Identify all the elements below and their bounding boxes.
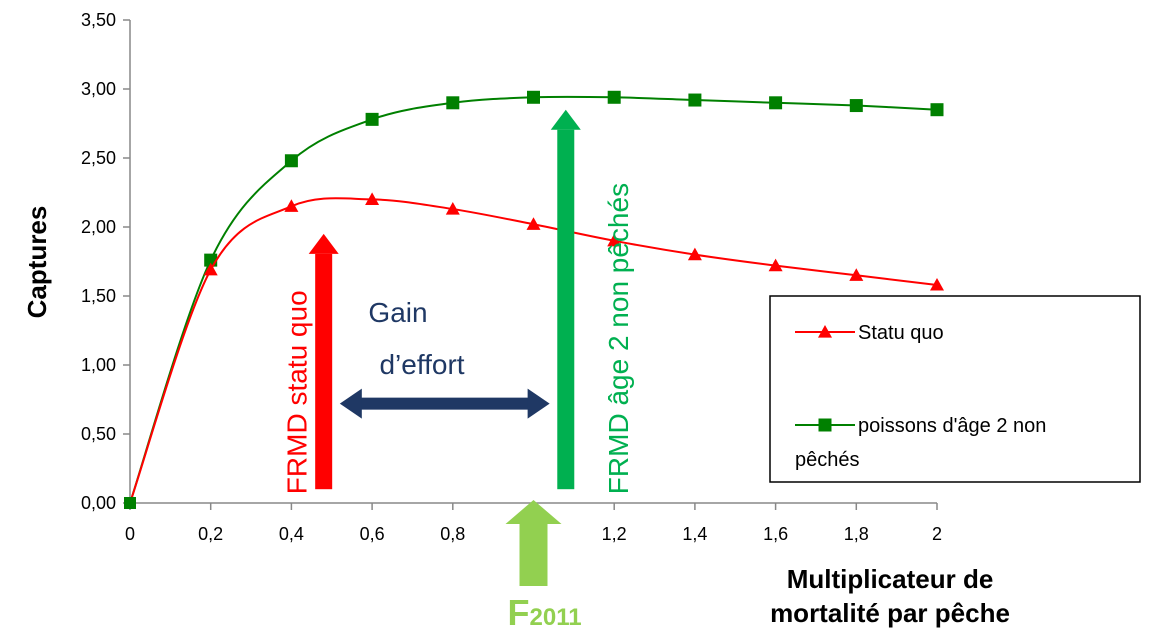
arrow-head-right bbox=[527, 388, 550, 419]
data-point bbox=[768, 258, 783, 272]
series-layer bbox=[124, 90, 944, 509]
data-point bbox=[203, 262, 218, 276]
f2011-arrow bbox=[505, 500, 562, 586]
data-point bbox=[446, 96, 460, 110]
arrow-head bbox=[505, 500, 562, 524]
frmd-statu-quo-arrow bbox=[308, 233, 339, 490]
arrow-head bbox=[308, 233, 339, 254]
legend-label-poissons-line: pêchés bbox=[795, 449, 860, 471]
data-point bbox=[607, 233, 622, 247]
data-point bbox=[124, 497, 136, 509]
legend-label-poissons-line: poissons d'âge 2 non bbox=[858, 415, 1046, 437]
data-point bbox=[688, 93, 702, 107]
data-point bbox=[687, 247, 702, 261]
arrow-head bbox=[550, 109, 581, 130]
frmd-age2-arrow bbox=[550, 109, 581, 490]
gain-effort-label-line: Gain bbox=[368, 297, 427, 328]
x-tick-label: 1,6 bbox=[763, 524, 788, 544]
frmd-age2-label: FRMD âge 2 non pêchés bbox=[603, 183, 634, 494]
x-tick-label: 1,4 bbox=[682, 524, 707, 544]
data-point bbox=[284, 154, 298, 168]
data-point bbox=[284, 199, 299, 212]
y-tick-label: 0,00 bbox=[81, 493, 116, 513]
gain-effort-arrow bbox=[339, 388, 550, 419]
y-tick-label: 1,00 bbox=[81, 355, 116, 375]
data-point bbox=[849, 99, 863, 113]
data-point bbox=[445, 202, 460, 215]
y-tick-label: 2,50 bbox=[81, 148, 116, 168]
legend-label-statu-quo: Statu quo bbox=[858, 322, 944, 344]
legend-marker-statu-quo bbox=[818, 325, 832, 338]
x-tick-label: 0 bbox=[125, 524, 135, 544]
arrow-shaft bbox=[557, 129, 575, 490]
arrow-head-left bbox=[339, 388, 362, 419]
y-tick-label: 3,00 bbox=[81, 79, 116, 99]
x-tick-label: 1,8 bbox=[844, 524, 869, 544]
axes: 0,00 0,50 1,00 1,50 2,00 2,50 3,00 3,50 0 0,2 0,4 0… bbox=[22, 10, 1010, 628]
x-tick-label: 0,8 bbox=[440, 524, 465, 544]
legend-box bbox=[769, 295, 1141, 483]
x-axis-title-line: mortalité par pêche bbox=[770, 598, 1010, 628]
y-tick-label: 3,50 bbox=[81, 10, 116, 30]
x-tick-label: 0,6 bbox=[360, 524, 385, 544]
x-tick-label: 2 bbox=[932, 524, 942, 544]
data-point bbox=[526, 217, 541, 230]
y-tick-label: 0,50 bbox=[81, 424, 116, 444]
x-axis-title-line: Multiplicateur de bbox=[787, 564, 994, 594]
y-axis-title: Captures bbox=[22, 206, 52, 319]
arrow-shaft bbox=[315, 253, 333, 490]
gain-effort-label-line: d’effort bbox=[379, 349, 464, 380]
x-tick-label: 0,4 bbox=[279, 524, 304, 544]
arrow-shaft bbox=[519, 522, 548, 586]
data-point bbox=[365, 192, 380, 205]
data-point bbox=[930, 277, 944, 291]
legend: Statu quo poissons d'âge 2 non pêchés bbox=[769, 295, 1141, 483]
series-line bbox=[129, 197, 938, 504]
legend-marker-poissons bbox=[818, 418, 832, 432]
f2011-label-sub: 2011 bbox=[530, 604, 582, 631]
data-point bbox=[769, 96, 783, 110]
series-0 bbox=[124, 192, 944, 509]
data-point bbox=[849, 268, 864, 281]
y-tick-label: 2,00 bbox=[81, 217, 116, 237]
data-point bbox=[930, 103, 944, 117]
f2011-label-main: F bbox=[508, 592, 530, 632]
x-tick-label: 0,2 bbox=[198, 524, 223, 544]
data-point bbox=[527, 90, 540, 104]
x-tick-label: 1,2 bbox=[602, 524, 627, 544]
frmd-statu-quo-label: FRMD statu quo bbox=[282, 290, 313, 494]
data-point bbox=[607, 90, 621, 104]
annotations: FRMD statu quo FRMD âge 2 non pêchés Gain d… bbox=[282, 109, 634, 632]
arrow-shaft bbox=[359, 397, 530, 410]
data-point bbox=[365, 112, 379, 126]
y-tick-label: 1,50 bbox=[81, 286, 116, 306]
